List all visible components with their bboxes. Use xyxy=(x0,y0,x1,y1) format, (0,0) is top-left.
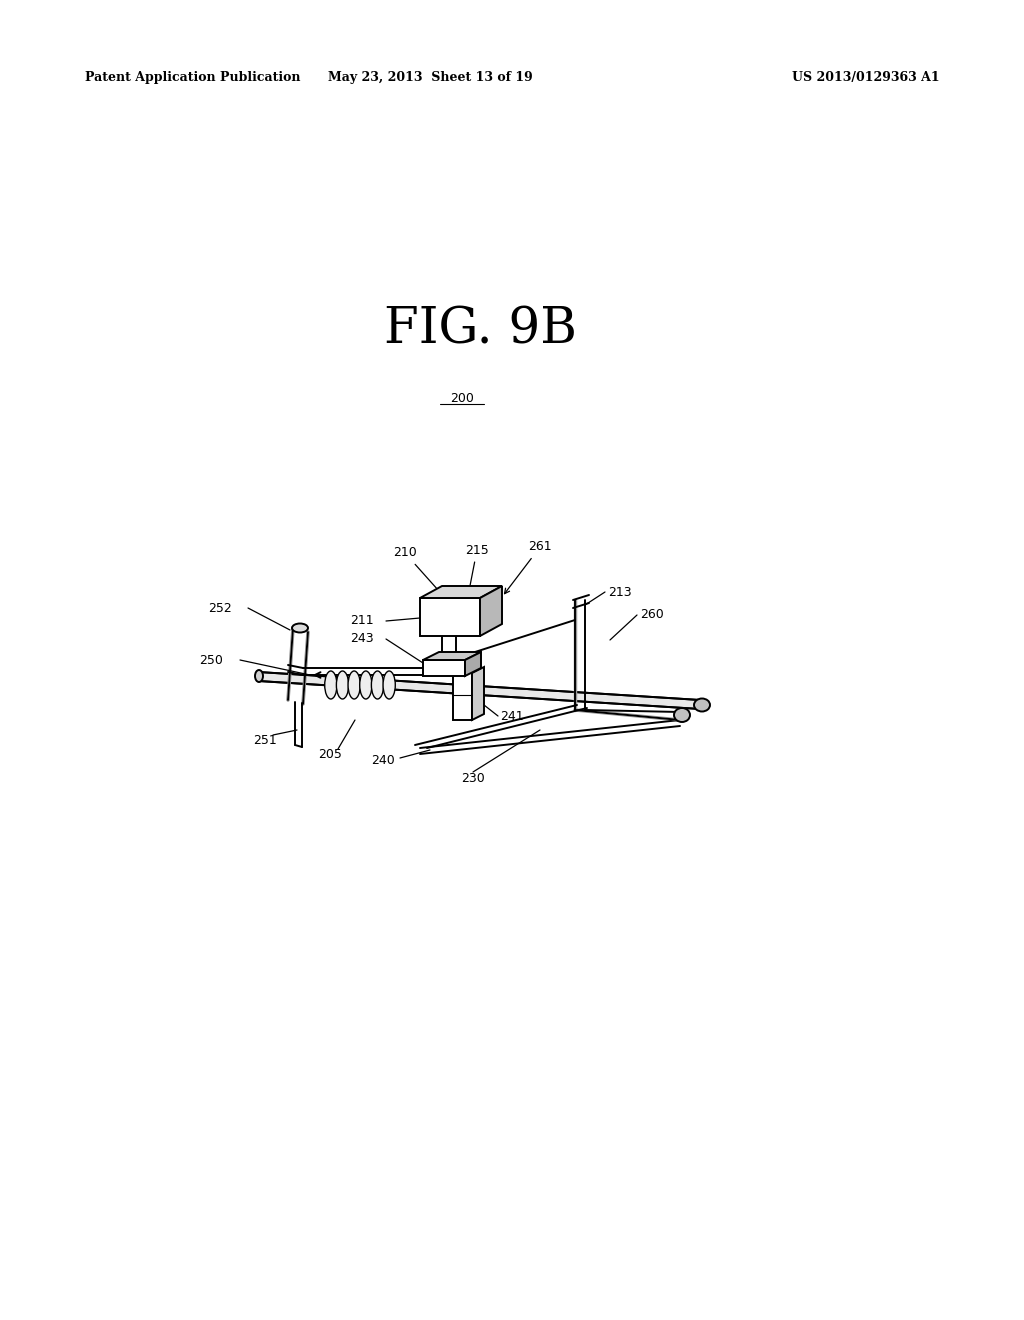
Polygon shape xyxy=(420,598,480,636)
Ellipse shape xyxy=(383,671,395,700)
Ellipse shape xyxy=(674,708,690,722)
Text: 243: 243 xyxy=(350,632,374,645)
Text: 213: 213 xyxy=(608,586,632,598)
Ellipse shape xyxy=(255,671,263,682)
Polygon shape xyxy=(465,652,481,676)
Ellipse shape xyxy=(325,671,337,700)
Text: May 23, 2013  Sheet 13 of 19: May 23, 2013 Sheet 13 of 19 xyxy=(328,71,532,84)
Ellipse shape xyxy=(336,671,348,700)
Ellipse shape xyxy=(348,671,360,700)
Text: 260: 260 xyxy=(640,609,664,622)
Polygon shape xyxy=(259,672,700,709)
Polygon shape xyxy=(423,652,481,660)
Text: 230: 230 xyxy=(461,771,485,784)
Text: 240: 240 xyxy=(371,754,395,767)
Ellipse shape xyxy=(372,671,384,700)
Ellipse shape xyxy=(359,671,372,700)
Polygon shape xyxy=(453,673,472,719)
Ellipse shape xyxy=(292,623,308,632)
Text: 215: 215 xyxy=(465,544,488,591)
Text: 250: 250 xyxy=(199,653,223,667)
Text: 252: 252 xyxy=(208,602,232,615)
Text: Patent Application Publication: Patent Application Publication xyxy=(85,71,300,84)
Text: US 2013/0129363 A1: US 2013/0129363 A1 xyxy=(793,71,940,84)
Text: 251: 251 xyxy=(253,734,276,747)
Polygon shape xyxy=(472,667,484,719)
Text: 241: 241 xyxy=(500,710,523,722)
Polygon shape xyxy=(480,586,502,636)
Polygon shape xyxy=(420,586,502,598)
Polygon shape xyxy=(423,660,465,676)
Text: 210: 210 xyxy=(393,546,444,597)
Text: 200: 200 xyxy=(451,392,474,404)
Text: 211: 211 xyxy=(350,615,374,627)
Text: 261: 261 xyxy=(505,540,552,594)
Text: FIG. 9B: FIG. 9B xyxy=(384,305,577,355)
Ellipse shape xyxy=(694,698,710,711)
Text: 205: 205 xyxy=(318,748,342,762)
